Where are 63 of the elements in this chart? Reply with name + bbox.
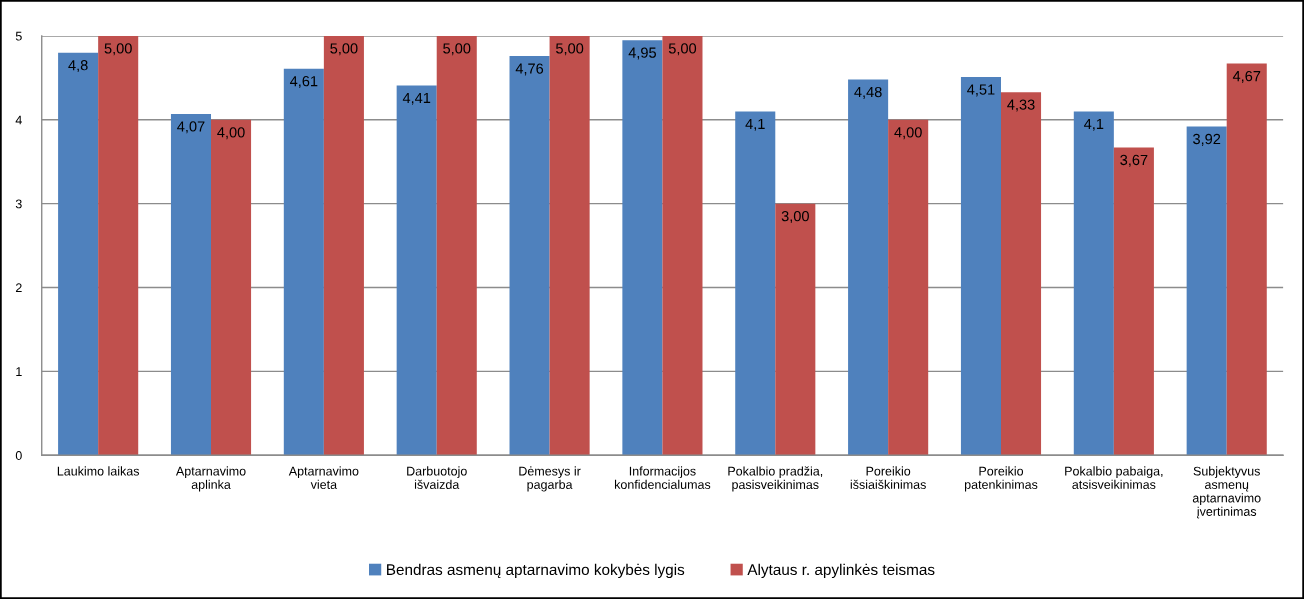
bar [888, 119, 929, 456]
bar [549, 35, 590, 456]
data-label: 5,00 [330, 43, 358, 56]
x-tick-label: Laukimo laikas [57, 466, 140, 476]
data-label: 3,00 [781, 210, 809, 224]
data-label: 4,00 [217, 127, 245, 140]
data-label: 5,00 [443, 43, 471, 56]
bar [622, 40, 663, 456]
data-label: 5,00 [668, 43, 697, 56]
x-tick-label: Informacijos konfidencialumas [614, 466, 711, 489]
bar [662, 35, 703, 456]
bar [1226, 63, 1267, 456]
data-label: 4,33 [1007, 99, 1035, 112]
data-label: 4,61 [289, 75, 318, 89]
x-tick-label: Dėmesys ir pagarba [519, 466, 581, 492]
bar [323, 35, 364, 456]
data-label: 4,76 [515, 63, 544, 76]
y-tick-label: 1 [16, 367, 22, 376]
data-label: 4,07 [177, 121, 205, 134]
legend-label: Alytaus r. apylinkės teismas [747, 563, 935, 579]
x-tick-label: Darbuotojo išvaizda [407, 466, 467, 489]
bar [1001, 92, 1042, 456]
bar [58, 52, 99, 456]
bar [1073, 111, 1114, 456]
bar [775, 203, 816, 456]
x-tick-label: Aptarnavimo aplinka [175, 466, 246, 492]
data-label: 4,1 [745, 118, 765, 131]
bar [283, 68, 324, 456]
data-label: 4,41 [402, 92, 431, 105]
data-label: 4,51 [967, 84, 995, 97]
bar [509, 56, 550, 456]
y-tick-label: 5 [15, 31, 22, 41]
y-tick-label: 4 [15, 115, 22, 125]
data-label: 4,1 [1084, 118, 1104, 131]
x-tick-label: Poreikio išsiaiškinimas [850, 466, 926, 489]
bar [848, 79, 889, 456]
bar [211, 119, 252, 456]
data-label: 4,8 [68, 60, 88, 73]
x-tick-label: Pokalbio pabaiga, atsisveikinimas [1065, 466, 1163, 489]
bar [170, 113, 212, 456]
bar [436, 35, 477, 456]
bar [1186, 126, 1227, 456]
y-tick-label: 3 [15, 199, 22, 209]
data-label: 5,00 [104, 43, 132, 56]
data-label: 5,00 [556, 43, 584, 56]
x-tick-label: Pokalbio pradžia, pasisveikinimas [728, 466, 823, 492]
data-label: 3,92 [1193, 133, 1221, 146]
data-label: 4,48 [854, 86, 882, 99]
y-tick-label: 2 [15, 283, 22, 293]
bar [960, 77, 1001, 456]
bar [735, 111, 776, 456]
x-tick-label: Poreikio patenkinimas [964, 466, 1038, 492]
data-label: 4,00 [894, 127, 922, 140]
x-tick-label: Aptarnavimo vieta [288, 466, 359, 489]
bar [1113, 147, 1154, 456]
data-label: 3,67 [1120, 154, 1148, 167]
x-tick-label: Subjektyvus asmenų aptarnavimo įvertinimas [1192, 466, 1261, 519]
y-tick-label: 0 [15, 451, 22, 460]
legend-label: Bendras asmenų aptarnavimo kokybės lygis [387, 563, 685, 579]
data-label: 4,67 [1232, 70, 1261, 83]
data-label: 4,95 [628, 47, 656, 60]
bar [98, 35, 139, 456]
bar [396, 85, 437, 456]
